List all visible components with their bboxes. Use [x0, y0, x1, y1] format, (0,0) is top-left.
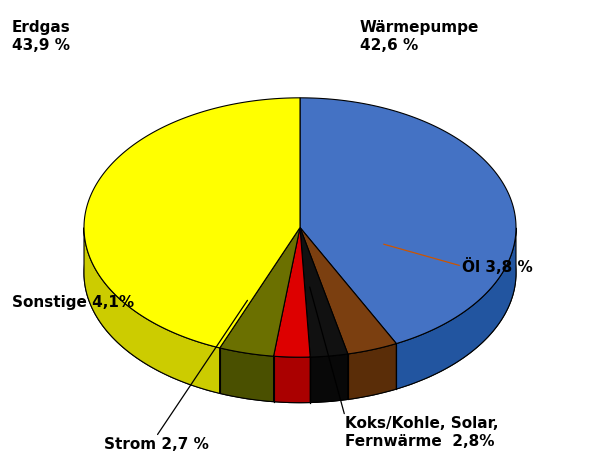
- Text: Erdgas
43,9 %: Erdgas 43,9 %: [12, 20, 71, 53]
- Polygon shape: [397, 228, 516, 389]
- Polygon shape: [348, 344, 397, 399]
- Polygon shape: [310, 354, 348, 403]
- Text: Sonstige 4,1%: Sonstige 4,1%: [12, 295, 134, 310]
- Polygon shape: [220, 228, 300, 356]
- Text: Koks/Kohle, Solar,
Fernwärme  2,8%: Koks/Kohle, Solar, Fernwärme 2,8%: [345, 416, 499, 449]
- Polygon shape: [220, 348, 274, 402]
- Text: Wärmepumpe
42,6 %: Wärmepumpe 42,6 %: [360, 20, 479, 53]
- Text: Öl 3,8 %: Öl 3,8 %: [462, 258, 533, 275]
- Polygon shape: [274, 228, 310, 357]
- Polygon shape: [274, 356, 310, 403]
- Polygon shape: [84, 98, 300, 348]
- Polygon shape: [300, 228, 348, 357]
- Text: Strom 2,7 %: Strom 2,7 %: [104, 437, 208, 452]
- Polygon shape: [300, 98, 516, 344]
- Ellipse shape: [84, 143, 516, 403]
- Polygon shape: [84, 228, 220, 394]
- Polygon shape: [300, 228, 397, 354]
